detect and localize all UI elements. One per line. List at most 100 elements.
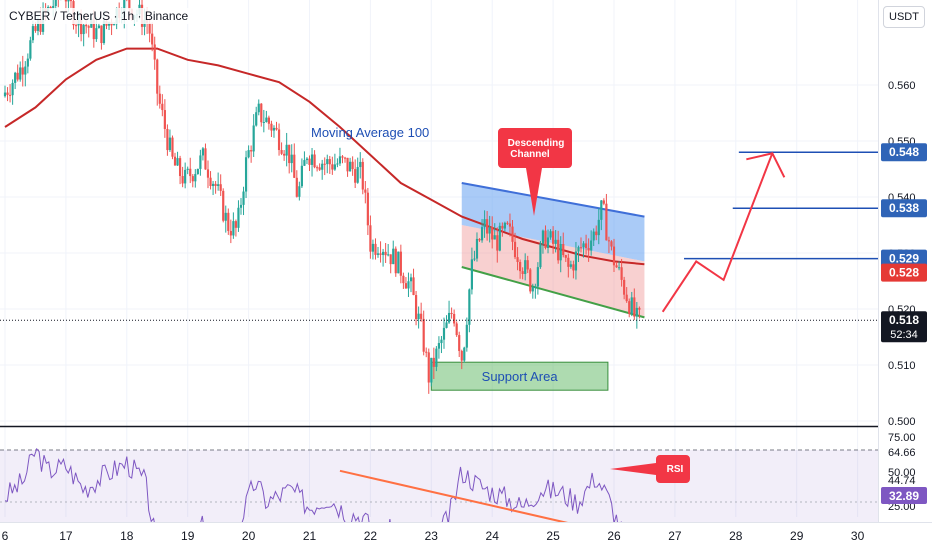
candle: [430, 357, 433, 387]
candle-body: [592, 231, 595, 241]
time-tick-label: 26: [607, 529, 621, 543]
candle-body: [587, 247, 590, 251]
candle-body: [191, 176, 194, 182]
candle-body: [285, 144, 288, 156]
candle: [539, 240, 542, 269]
candle: [189, 157, 192, 184]
candle-body: [173, 156, 177, 166]
candle: [437, 336, 441, 359]
candle: [630, 291, 633, 317]
candle: [529, 268, 532, 294]
candle-body: [189, 168, 192, 177]
candle: [275, 121, 278, 131]
candle-body: [425, 351, 428, 353]
candle: [381, 248, 385, 267]
candle: [359, 152, 362, 179]
ma-value-badge-bg: [881, 263, 927, 282]
candle-body: [562, 244, 565, 256]
candle: [270, 120, 273, 138]
candle-body: [244, 157, 248, 192]
candle: [465, 317, 468, 352]
candle: [623, 276, 626, 300]
candle: [265, 110, 268, 123]
candle: [247, 145, 250, 159]
candle-body: [351, 161, 354, 170]
candle-body: [237, 207, 240, 228]
candle-body: [21, 67, 24, 75]
candle-body: [275, 127, 278, 130]
candle-body: [85, 24, 88, 27]
candle: [579, 237, 583, 253]
candle: [16, 64, 19, 82]
candle: [308, 155, 311, 172]
candle: [574, 241, 578, 280]
candle: [173, 152, 177, 166]
candle: [158, 85, 161, 109]
candle-body: [435, 348, 438, 367]
candle: [267, 115, 270, 130]
candle: [194, 169, 197, 188]
candle-body: [394, 248, 397, 274]
time-tick-label: 17: [59, 529, 73, 543]
channel-upper-line: [461, 182, 645, 218]
candle-body: [605, 203, 608, 241]
time-tick-label: 30: [851, 529, 865, 543]
candle: [3, 85, 7, 98]
candle: [211, 181, 215, 196]
candle-body: [582, 243, 585, 248]
candle: [569, 260, 572, 269]
rsi-callout: [610, 455, 690, 483]
candle: [635, 302, 638, 329]
currency-button[interactable]: USDT: [883, 6, 925, 28]
candle-body: [539, 243, 542, 268]
candle-body: [597, 219, 600, 236]
candle-body: [310, 154, 314, 165]
candle-body: [74, 25, 78, 27]
candle-body: [615, 265, 618, 268]
candle-body: [427, 352, 430, 383]
candle-body: [473, 258, 476, 260]
candle: [513, 232, 517, 260]
candle: [379, 241, 382, 263]
candle: [156, 58, 159, 106]
candle-body: [242, 191, 245, 205]
candle: [483, 210, 486, 238]
candle-body: [397, 251, 400, 274]
candle-body: [389, 254, 392, 265]
candle-body: [361, 161, 364, 190]
candle: [361, 158, 364, 195]
candle-body: [453, 313, 456, 324]
candle: [440, 336, 443, 354]
candle-body: [384, 251, 387, 256]
candle-body: [153, 44, 156, 60]
candle: [186, 166, 189, 175]
candle-body: [341, 156, 344, 158]
candle: [468, 288, 471, 333]
candle-body: [620, 267, 623, 280]
candle: [597, 208, 600, 245]
candle: [633, 288, 636, 320]
candle-body: [442, 327, 446, 340]
candle-body: [295, 177, 298, 197]
candle: [227, 208, 230, 235]
channel-lower-fill: [461, 225, 645, 318]
candle-body: [333, 164, 336, 170]
candle: [191, 174, 194, 188]
price-tick-label: 0.510: [888, 360, 916, 372]
candle-body: [440, 339, 443, 344]
candle: [82, 23, 85, 47]
candle-body: [630, 297, 633, 314]
time-tick-label: 27: [668, 529, 682, 543]
candle-body: [262, 121, 265, 123]
candle-body: [82, 24, 85, 35]
candle: [67, 0, 70, 13]
candle-body: [480, 227, 484, 241]
candle: [349, 157, 352, 172]
candle: [506, 221, 509, 225]
candle-body: [559, 244, 562, 261]
candle: [321, 159, 324, 180]
candle-body: [232, 221, 235, 236]
candle-body: [300, 165, 303, 187]
current-price-badge: 0.518: [889, 313, 919, 327]
